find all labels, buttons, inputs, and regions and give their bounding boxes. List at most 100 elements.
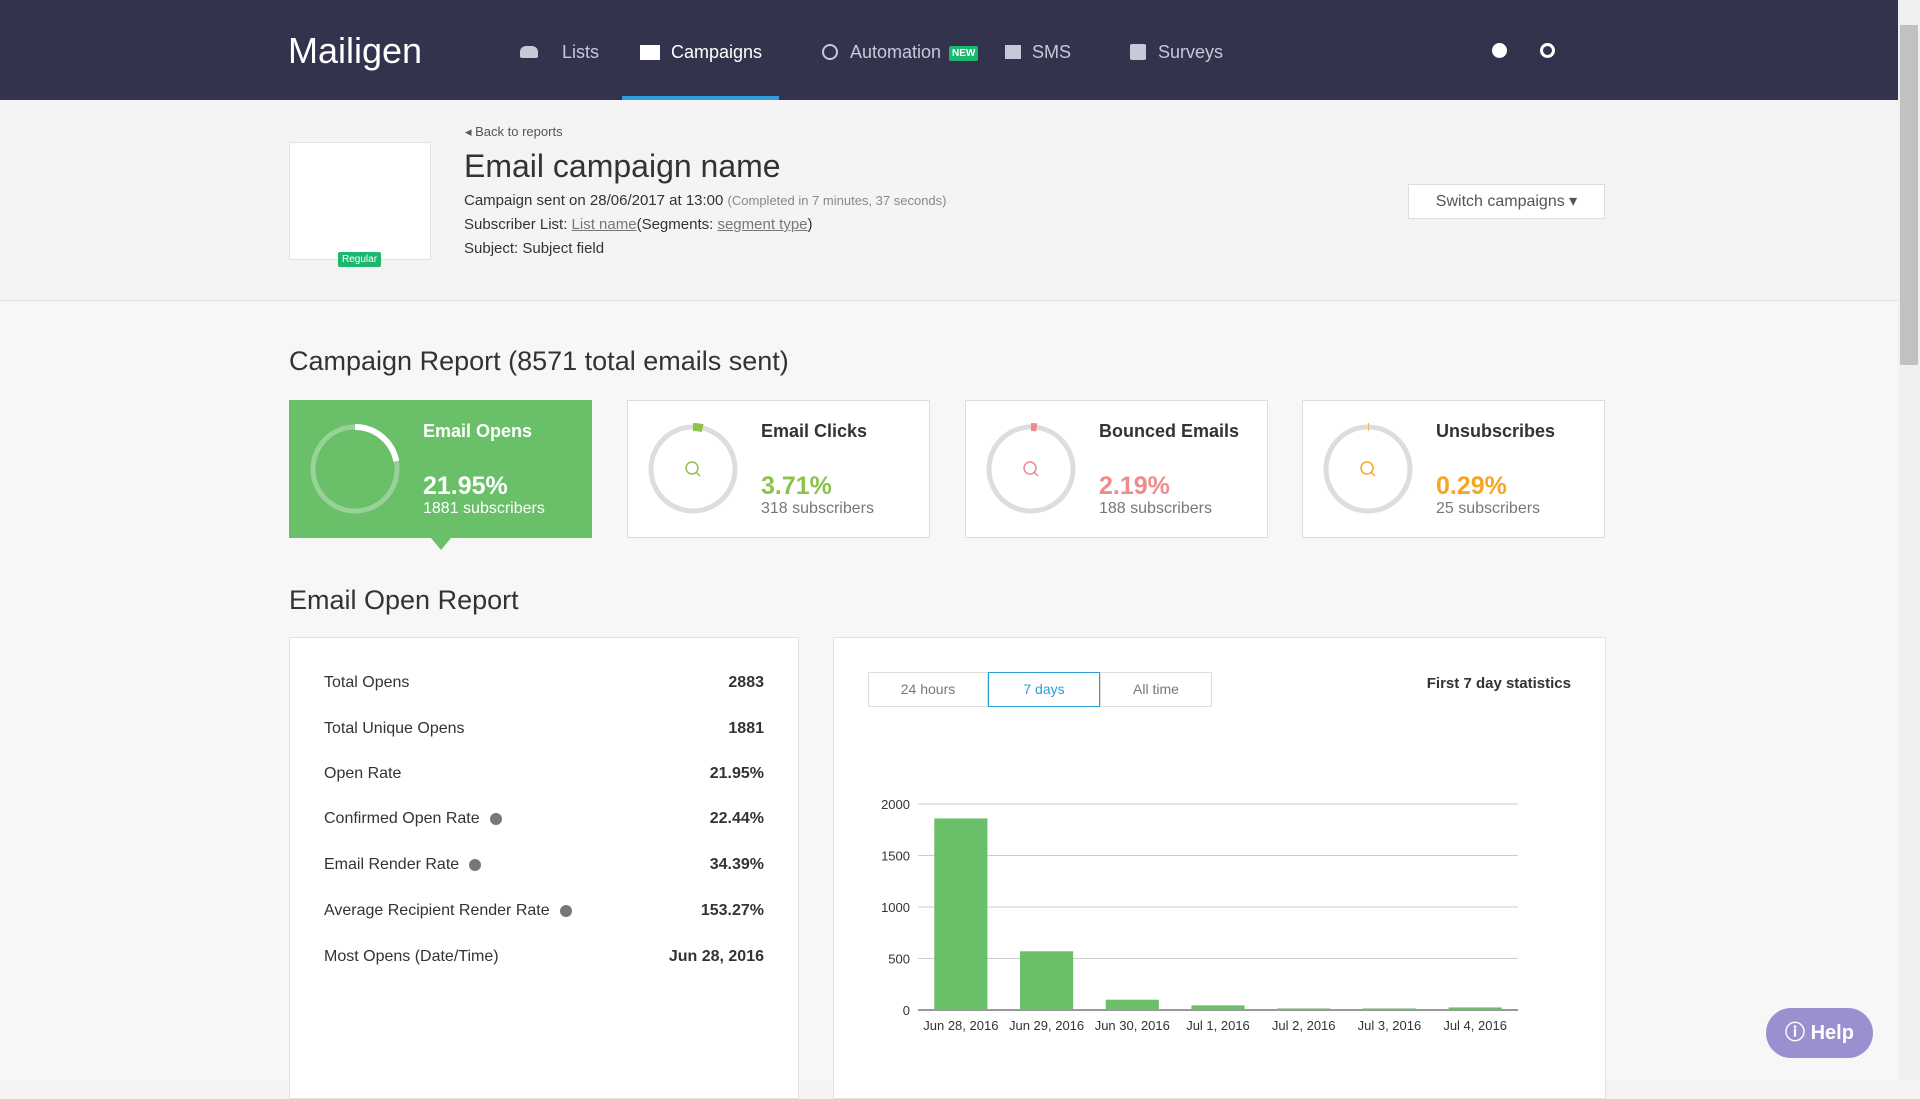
bar xyxy=(1362,1008,1416,1010)
donut xyxy=(1322,423,1414,515)
card-subscribers: 1881 subscribers xyxy=(423,500,545,517)
y-tick-label: 1500 xyxy=(881,849,910,864)
y-tick-label: 0 xyxy=(903,1003,910,1018)
row-value: 22.44% xyxy=(709,810,764,827)
stats-panel xyxy=(289,637,799,1099)
x-tick-label: Jul 2, 2016 xyxy=(1272,1018,1336,1033)
card-subscribers: 25 subscribers xyxy=(1436,500,1541,517)
list-prefix: Subscriber List: xyxy=(464,216,568,233)
help-button[interactable]: ⓘ Help xyxy=(1766,1008,1873,1058)
donut-track xyxy=(648,424,738,514)
y-tick-label: 500 xyxy=(888,952,910,967)
card-percent: 3.71% xyxy=(761,472,832,500)
row-value: 34.39% xyxy=(709,856,764,873)
card-percent: 21.95% xyxy=(423,472,508,500)
info-icon xyxy=(559,904,572,917)
card-percent: 2.19% xyxy=(1099,472,1170,500)
bar xyxy=(934,818,988,1010)
card-percent: 0.29% xyxy=(1436,472,1507,500)
card-subscribers: 318 subscribers xyxy=(761,500,874,517)
list-link[interactable]: List name xyxy=(571,216,637,233)
donut xyxy=(647,423,739,515)
x-tick-label: Jun 28, 2016 xyxy=(923,1018,998,1033)
x-tick-label: Jun 30, 2016 xyxy=(1095,1018,1170,1033)
open-report-heading: Email Open Report xyxy=(289,585,519,615)
info-icon xyxy=(469,858,482,871)
x-tick-label: Jun 29, 2016 xyxy=(1009,1018,1084,1033)
sent: Campaign sent on 28/06/2017 at 13:00 xyxy=(464,192,724,209)
nav-surveys[interactable]: Surveys xyxy=(1158,42,1224,62)
row-value: 153.27% xyxy=(700,902,764,919)
mail-icon xyxy=(640,45,660,60)
donut-arc xyxy=(985,423,1077,515)
zoom-icon xyxy=(685,461,699,475)
y-tick-label: 2000 xyxy=(881,797,910,812)
row-label: Open Rate xyxy=(324,765,402,782)
x-tick-label: Jul 3, 2016 xyxy=(1358,1018,1422,1033)
account-icon[interactable] xyxy=(1492,43,1507,58)
segments-link[interactable]: segment type xyxy=(717,216,808,233)
header xyxy=(0,100,1898,301)
card xyxy=(627,400,930,538)
card xyxy=(965,400,1268,538)
automation-icon xyxy=(822,44,838,60)
bar xyxy=(1020,951,1074,1010)
row-label: Most Opens (Date/Time) xyxy=(324,948,499,965)
stats-title: First 7 day statistics xyxy=(1426,675,1571,692)
active-underline xyxy=(622,96,779,100)
info-icon xyxy=(489,812,502,825)
back-text[interactable]: Back to reports xyxy=(475,124,563,139)
campaign-title: Email campaign name xyxy=(464,148,781,184)
nav-campaigns[interactable]: Campaigns xyxy=(671,42,763,62)
donut-track xyxy=(1323,424,1413,514)
switch-text[interactable]: Switch campaigns xyxy=(1435,193,1565,210)
donut xyxy=(985,423,1077,515)
donut-arc xyxy=(1322,423,1414,515)
thumbnail xyxy=(289,142,431,260)
nav-automation[interactable]: Automation xyxy=(850,42,942,62)
card-title: Unsubscribes xyxy=(1436,421,1556,441)
scrollbar-thumb[interactable] xyxy=(1900,25,1918,365)
zoom-icon xyxy=(1360,461,1374,475)
nav-sms[interactable]: SMS xyxy=(1032,42,1072,62)
row-value: Jun 28, 2016 xyxy=(668,948,764,965)
bar xyxy=(1191,1005,1245,1010)
donut-arc xyxy=(310,424,400,514)
new-badge: NEW xyxy=(949,46,979,61)
y-tick-label: 1000 xyxy=(881,900,910,915)
donut xyxy=(310,424,400,514)
x-tick-label: Jul 1, 2016 xyxy=(1186,1018,1250,1033)
surveys-icon xyxy=(1130,44,1146,60)
sms-icon xyxy=(1005,45,1021,59)
tab[interactable]: 24 hours xyxy=(868,672,988,707)
help-text[interactable]: Help xyxy=(1810,1022,1854,1044)
zoom-icon xyxy=(1033,471,1039,477)
lists-icon xyxy=(520,46,538,58)
card-title: Email Clicks xyxy=(761,421,868,441)
row-label: Email Render Rate xyxy=(324,856,482,874)
list-line: Subscriber List: List name(Segments: seg… xyxy=(464,216,813,233)
switch-button[interactable]: Switch campaigns ▾ xyxy=(1408,184,1605,219)
zoom-icon xyxy=(695,471,701,477)
card-subscribers: 188 subscribers xyxy=(1099,500,1212,517)
tab-active[interactable]: 7 days xyxy=(988,672,1100,707)
open-chart: 0 500 1000 1500 2000 Jun 28, 2016 Jun 29, 2016… xyxy=(881,797,1518,1033)
bar xyxy=(1448,1007,1502,1010)
back-link[interactable]: ◂ Back to reports xyxy=(465,124,563,139)
logo[interactable]: Mailigen xyxy=(288,30,423,71)
bar xyxy=(1105,999,1159,1010)
zoom-icon xyxy=(1370,471,1376,477)
row-label: Total Unique Opens xyxy=(324,720,465,737)
row-label: Total Opens xyxy=(324,674,410,691)
bar xyxy=(1277,1008,1331,1010)
card xyxy=(1302,400,1605,538)
card-title: Bounced Emails xyxy=(1099,421,1240,441)
card-title: Email Opens xyxy=(423,421,533,441)
nav-lists[interactable]: Lists xyxy=(562,42,600,62)
tab[interactable]: All time xyxy=(1100,672,1212,707)
settings-icon[interactable] xyxy=(1540,43,1555,58)
x-tick-label: Jul 4, 2016 xyxy=(1443,1018,1507,1033)
zoom-icon xyxy=(1023,461,1037,475)
type-badge: Regular xyxy=(338,252,382,267)
